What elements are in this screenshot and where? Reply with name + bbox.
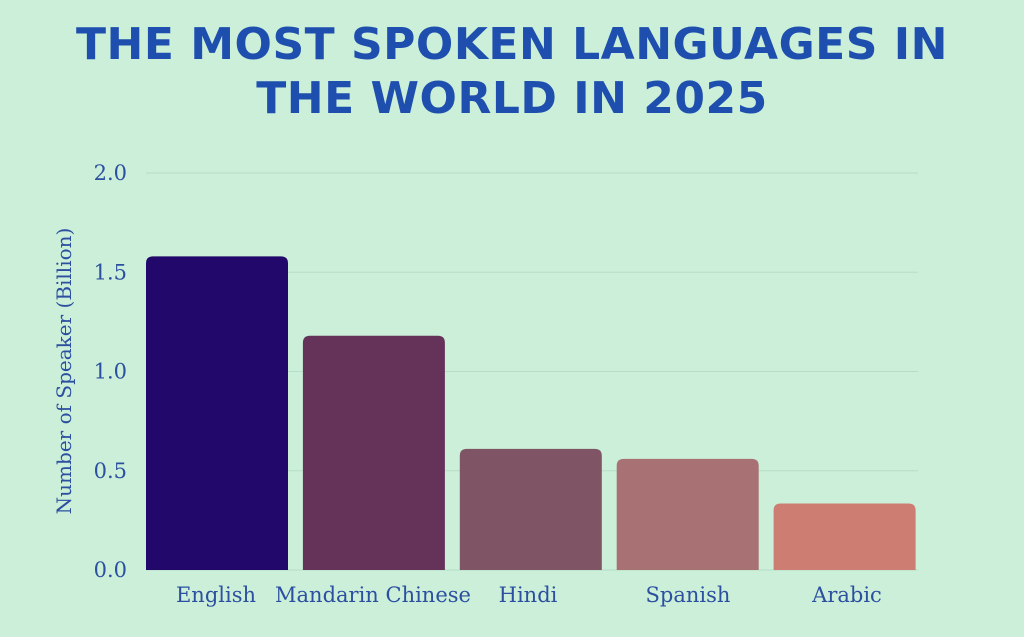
bar-hindi (459, 448, 602, 570)
chart-title-line-1: THE MOST SPOKEN LANGUAGES IN (76, 19, 948, 70)
x-category-label: Mandarin Chinese (275, 583, 471, 607)
y-tick-label: 0.0 (94, 558, 127, 582)
bar-mandarin-chinese (302, 335, 445, 570)
y-axis-ticks: 0.0 0.5 1.0 1.5 2.0 (94, 161, 127, 582)
y-axis-title: Number of Speaker (Billion) (52, 228, 76, 515)
y-tick-label: 1.5 (94, 260, 127, 284)
bar-english (146, 256, 288, 570)
bars (146, 256, 916, 570)
bar-arabic (773, 503, 916, 570)
chart-title: THE MOST SPOKEN LANGUAGES IN THE WORLD IN… (0, 18, 1024, 126)
x-category-label: English (176, 583, 256, 607)
x-category-label: Spanish (646, 583, 731, 607)
x-axis-categories: English Mandarin Chinese Hindi Spanish Arabi… (176, 583, 882, 607)
x-category-label: Arabic (811, 583, 882, 607)
y-tick-label: 0.5 (94, 459, 127, 483)
x-category-label: Hindi (499, 583, 558, 607)
chart-title-line-2: THE WORLD IN 2025 (256, 73, 768, 124)
y-tick-label: 1.0 (94, 360, 127, 384)
bar-spanish (616, 458, 759, 570)
y-tick-label: 2.0 (94, 161, 127, 185)
